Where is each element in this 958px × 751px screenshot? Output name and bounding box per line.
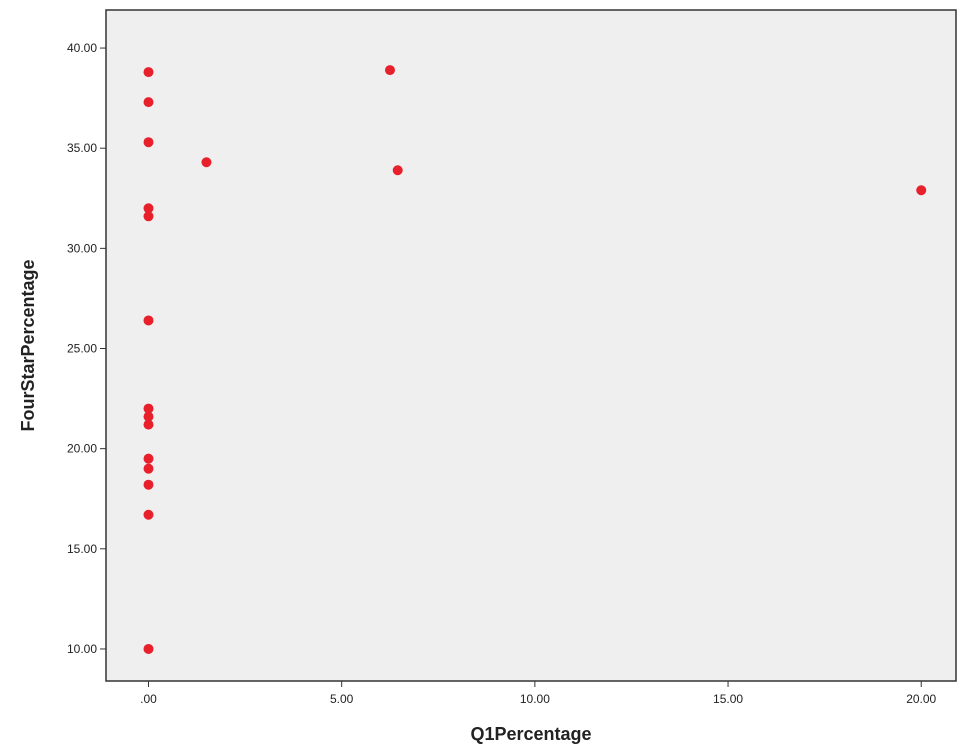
data-point [916, 185, 927, 196]
y-tick-label: 35.00 [67, 141, 97, 155]
data-point [143, 453, 154, 464]
data-point [143, 67, 154, 78]
data-point [143, 419, 154, 430]
data-point [143, 203, 154, 214]
y-tick-label: 10.00 [67, 642, 97, 656]
y-axis-title: FourStarPercentage [18, 259, 38, 431]
data-point [392, 165, 403, 176]
x-tick-label: 10.00 [520, 692, 550, 706]
data-point [143, 97, 154, 108]
x-tick-label: 5.00 [330, 692, 354, 706]
data-point [143, 137, 154, 148]
data-point [143, 403, 154, 414]
y-tick-label: 25.00 [67, 342, 97, 356]
data-point [143, 509, 154, 520]
x-tick-label: .00 [140, 692, 157, 706]
data-point [143, 463, 154, 474]
data-point [143, 479, 154, 490]
y-tick-label: 30.00 [67, 241, 97, 255]
y-axis: 10.00 15.00 20.00 25.00 30.00 35.00 40.00 [67, 41, 106, 656]
data-point [201, 157, 212, 168]
x-axis-title: Q1Percentage [470, 724, 591, 744]
data-points [143, 65, 927, 654]
x-tick-label: 15.00 [713, 692, 743, 706]
x-axis: .00 5.00 10.00 15.00 20.00 [140, 681, 937, 706]
data-point [143, 643, 154, 654]
y-tick-label: 40.00 [67, 41, 97, 55]
x-tick-label: 20.00 [906, 692, 936, 706]
data-point [143, 411, 154, 422]
plot-area [105, 9, 957, 682]
data-point [143, 211, 154, 222]
y-tick-label: 20.00 [67, 442, 97, 456]
y-tick-label: 15.00 [67, 542, 97, 556]
data-point [143, 315, 154, 326]
data-point [384, 65, 395, 76]
